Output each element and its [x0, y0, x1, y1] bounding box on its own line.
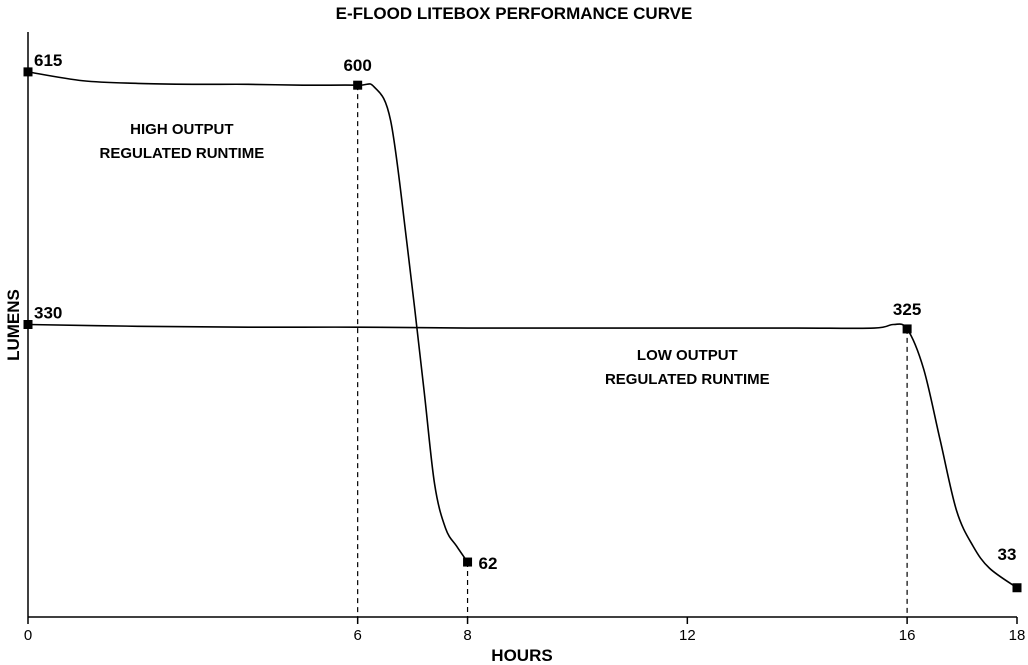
x-tick-label-0: 0	[24, 627, 32, 644]
annotation-text: REGULATED RUNTIME	[605, 371, 770, 388]
data-point-label: 33	[998, 545, 1017, 564]
annotation-text: LOW OUTPUT	[637, 347, 738, 364]
x-tick-label-8: 8	[463, 627, 471, 644]
series-lines	[27, 71, 1018, 589]
x-ticks: 0 6 8 12 16 18	[24, 617, 1026, 644]
data-point-label: 330	[34, 304, 62, 323]
data-point-label: 600	[343, 56, 371, 75]
data-point-marker	[23, 67, 33, 77]
series-line-0	[27, 71, 469, 563]
x-tick-label-18: 18	[1009, 627, 1026, 644]
x-tick-label-16: 16	[899, 627, 916, 644]
annotations: HIGH OUTPUT REGULATED RUNTIME LOW OUTPUT RE…	[99, 121, 769, 388]
x-axis-label: HOURS	[491, 646, 552, 665]
data-point-marker	[902, 324, 912, 334]
data-point-label: 325	[893, 300, 921, 319]
x-tick-label-12: 12	[679, 627, 696, 644]
reference-lines	[357, 85, 908, 617]
data-point-marker	[353, 80, 363, 90]
annotation-text: HIGH OUTPUT	[130, 121, 233, 138]
data-point-label: 615	[34, 51, 62, 70]
data-point-marker	[1012, 583, 1022, 593]
x-tick-label-6: 6	[353, 627, 361, 644]
data-point-label: 62	[479, 554, 498, 573]
data-point-marker	[463, 557, 473, 567]
data-point-marker	[23, 320, 33, 329]
marked-points: 615 600 62 330 325 33	[23, 51, 1022, 593]
annotation-text: REGULATED RUNTIME	[99, 145, 264, 162]
y-axis-label: LUMENS	[4, 289, 23, 361]
series-line-1	[27, 323, 1018, 589]
chart-title: E-FLOOD LITEBOX PERFORMANCE CURVE	[336, 4, 693, 23]
